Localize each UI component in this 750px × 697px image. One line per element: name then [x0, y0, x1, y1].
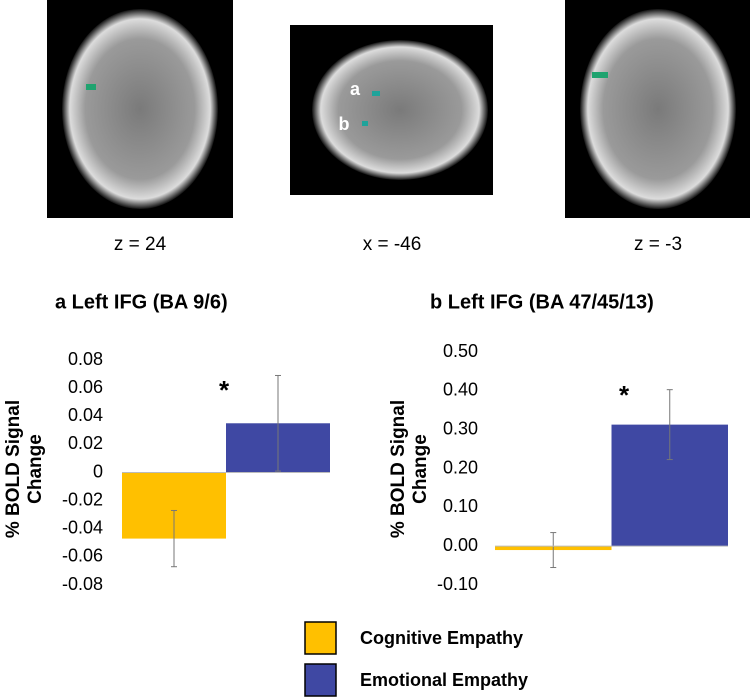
y-tick-label: 0.30 — [443, 418, 478, 438]
chart-title: a Left IFG (BA 9/6) — [55, 291, 228, 313]
y-tick-label: 0.20 — [443, 457, 478, 477]
error-bar — [275, 374, 281, 472]
legend-swatch — [304, 663, 337, 697]
y-tick-label: -0.08 — [62, 574, 103, 594]
y-axis-label: % BOLD Signal Change — [388, 399, 431, 539]
y-tick-label: 0.08 — [68, 349, 103, 369]
y-axis-label: % BOLD Signal Change — [3, 399, 46, 539]
brain-slice — [62, 9, 218, 209]
y-tick-label: 0.02 — [68, 433, 103, 453]
y-tick-label: -0.06 — [62, 546, 103, 566]
y-tick-label: -0.04 — [62, 518, 103, 538]
y-tick-label: -0.02 — [62, 489, 103, 509]
caption: x = -46 — [363, 234, 422, 255]
y-tick-label: 0.10 — [443, 496, 478, 516]
caption: z = -3 — [634, 234, 682, 255]
brain-slice — [312, 40, 488, 180]
activation — [372, 91, 380, 96]
y-tick-label: 0.50 — [443, 341, 478, 361]
y-tick-label: 0.00 — [443, 535, 478, 555]
activation — [362, 121, 368, 126]
y-tick-label: 0.04 — [68, 405, 103, 425]
error-bar — [171, 509, 177, 568]
activation — [592, 72, 608, 78]
legend-label: Cognitive Empathy — [360, 628, 523, 648]
annotation: * — [219, 375, 230, 405]
error-bar — [550, 532, 557, 569]
legend-swatch — [304, 621, 337, 655]
activation — [86, 84, 96, 90]
chart-title: b Left IFG (BA 47/45/13) — [430, 291, 654, 313]
error-bar — [666, 389, 673, 461]
y-tick-label: 0.40 — [443, 380, 478, 400]
y-tick-label: 0 — [93, 461, 103, 481]
legend-label: Emotional Empathy — [360, 670, 528, 690]
region-label: b — [339, 114, 350, 134]
caption: z = 24 — [114, 234, 167, 255]
y-tick-label: -0.10 — [437, 574, 478, 594]
brain-slice — [580, 9, 736, 209]
y-tick-label: 0.06 — [68, 377, 103, 397]
region-label: a — [350, 79, 361, 99]
annotation: * — [619, 380, 630, 410]
